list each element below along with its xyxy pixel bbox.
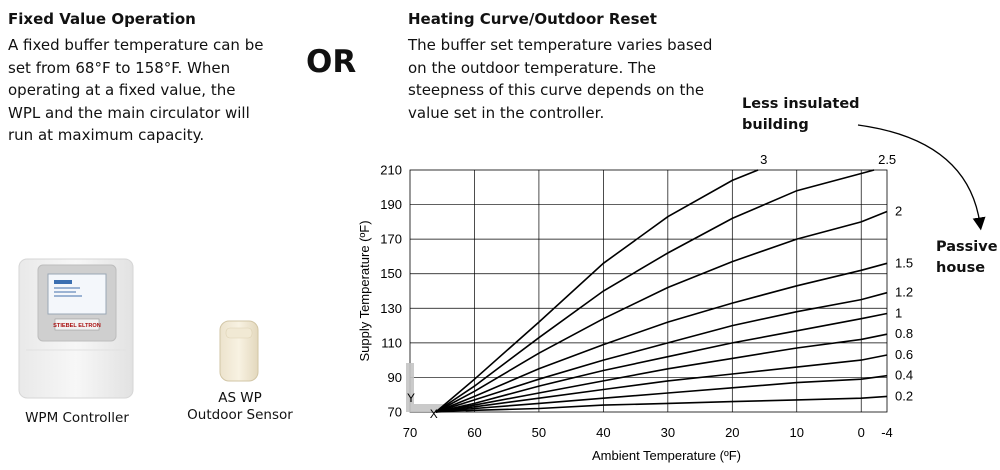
annotation-line: house bbox=[936, 260, 986, 276]
curve-1-2 bbox=[435, 291, 888, 413]
curve-2-5 bbox=[435, 169, 875, 413]
plot-frame bbox=[409, 169, 888, 413]
curve-2 bbox=[435, 210, 888, 413]
curve-label: 1.5 bbox=[895, 255, 913, 270]
description-line: on the outdoor temperature. The bbox=[408, 58, 656, 77]
annotation-line: Passive bbox=[936, 239, 998, 255]
description-line: set from 68°F to 158°F. When bbox=[8, 58, 231, 77]
insulation-arrow bbox=[857, 124, 986, 231]
y-tick-label: 90 bbox=[388, 370, 402, 385]
x-tick-label: 30 bbox=[661, 425, 675, 440]
curve-label: 1.2 bbox=[895, 285, 913, 300]
x-tick-label: 0 bbox=[858, 425, 865, 440]
annotation-line: building bbox=[742, 117, 809, 133]
x-tick-label: 10 bbox=[790, 425, 804, 440]
y-tick-label: 210 bbox=[380, 163, 402, 178]
curve-0-8 bbox=[435, 333, 888, 413]
description-line: operating at a fixed value, the bbox=[8, 81, 236, 99]
description-line: run at maximum capacity. bbox=[8, 126, 205, 144]
curve-label: 0.8 bbox=[895, 326, 913, 341]
y-tick-label: 70 bbox=[388, 405, 402, 420]
y-tick-label: 110 bbox=[381, 335, 402, 350]
x-tick-label: 50 bbox=[532, 425, 546, 440]
chart-ticks: 70 60 50 40 30 20 10 0 -4 70 90 110 130 150 170 190 210 bbox=[380, 163, 892, 441]
x-tick-label: -4 bbox=[881, 425, 893, 440]
controller-brand: STIEBEL ELTRON bbox=[53, 323, 101, 329]
less-insulated-label: Less insulated building bbox=[742, 94, 860, 136]
curve-label: 2.5 bbox=[878, 152, 896, 167]
curve-label: 1 bbox=[895, 305, 902, 320]
wpm-controller-caption: WPM Controller bbox=[25, 410, 129, 426]
description-line: WPL and the main circulator will bbox=[8, 103, 250, 122]
y-tick-label: 190 bbox=[380, 197, 402, 212]
caption-line: Outdoor Sensor bbox=[187, 407, 293, 423]
x-axis-label: Ambient Temperature (ºF) bbox=[592, 448, 741, 463]
wpm-controller-image: STIEBEL ELTRON bbox=[18, 258, 134, 399]
x-tick-label: 40 bbox=[596, 425, 610, 440]
curve-label: 0.2 bbox=[895, 388, 913, 403]
chart-grid bbox=[409, 169, 888, 413]
y-tick-label: 170 bbox=[380, 232, 402, 247]
curve-label: 2 bbox=[895, 203, 902, 218]
fixed-value-title: Fixed Value Operation bbox=[8, 10, 196, 28]
y-tick-label: 150 bbox=[380, 266, 402, 281]
fixed-value-description: A fixed buffer temperature can be set fr… bbox=[8, 34, 263, 147]
curve-1 bbox=[435, 312, 888, 413]
curve-3 bbox=[435, 169, 759, 413]
heating-curve-description: The buffer set temperature varies based … bbox=[408, 34, 712, 124]
heating-curve-title: Heating Curve/Outdoor Reset bbox=[408, 10, 657, 28]
description-line: value set in the controller. bbox=[408, 103, 605, 122]
description-line: The buffer set temperature varies based bbox=[408, 36, 713, 54]
x-tick-label: 60 bbox=[467, 425, 481, 440]
curve-0-6 bbox=[435, 354, 888, 413]
curve-label: 0.6 bbox=[895, 347, 913, 362]
origin-x-label: X bbox=[430, 407, 438, 421]
outdoor-sensor-caption: AS WP Outdoor Sensor bbox=[180, 390, 300, 424]
caption-line: AS WP bbox=[218, 390, 262, 406]
chart-series: 3 2.5 2 1.5 1.2 1 0.8 0.6 0.4 0.2 bbox=[435, 152, 913, 413]
x-tick-label: 20 bbox=[725, 425, 739, 440]
passive-house-label: Passive house bbox=[936, 237, 998, 279]
origin-y-label: Y bbox=[407, 391, 415, 405]
x-tick-label: 70 bbox=[403, 425, 417, 440]
curve-0-4 bbox=[435, 374, 888, 413]
description-line: steepness of this curve depends on the bbox=[408, 81, 705, 99]
curve-label: 0.4 bbox=[895, 368, 913, 383]
y-axis-label: Supply Temperature (ºF) bbox=[357, 220, 372, 361]
or-label: OR bbox=[306, 44, 357, 80]
description-line: A fixed buffer temperature can be bbox=[8, 36, 264, 54]
curve-label: 3 bbox=[760, 152, 767, 167]
outdoor-sensor-image bbox=[219, 320, 259, 382]
curve-1-5 bbox=[435, 262, 888, 413]
curve-0-2 bbox=[435, 395, 888, 413]
y-tick-label: 130 bbox=[380, 301, 402, 316]
annotation-line: Less insulated bbox=[742, 96, 860, 112]
